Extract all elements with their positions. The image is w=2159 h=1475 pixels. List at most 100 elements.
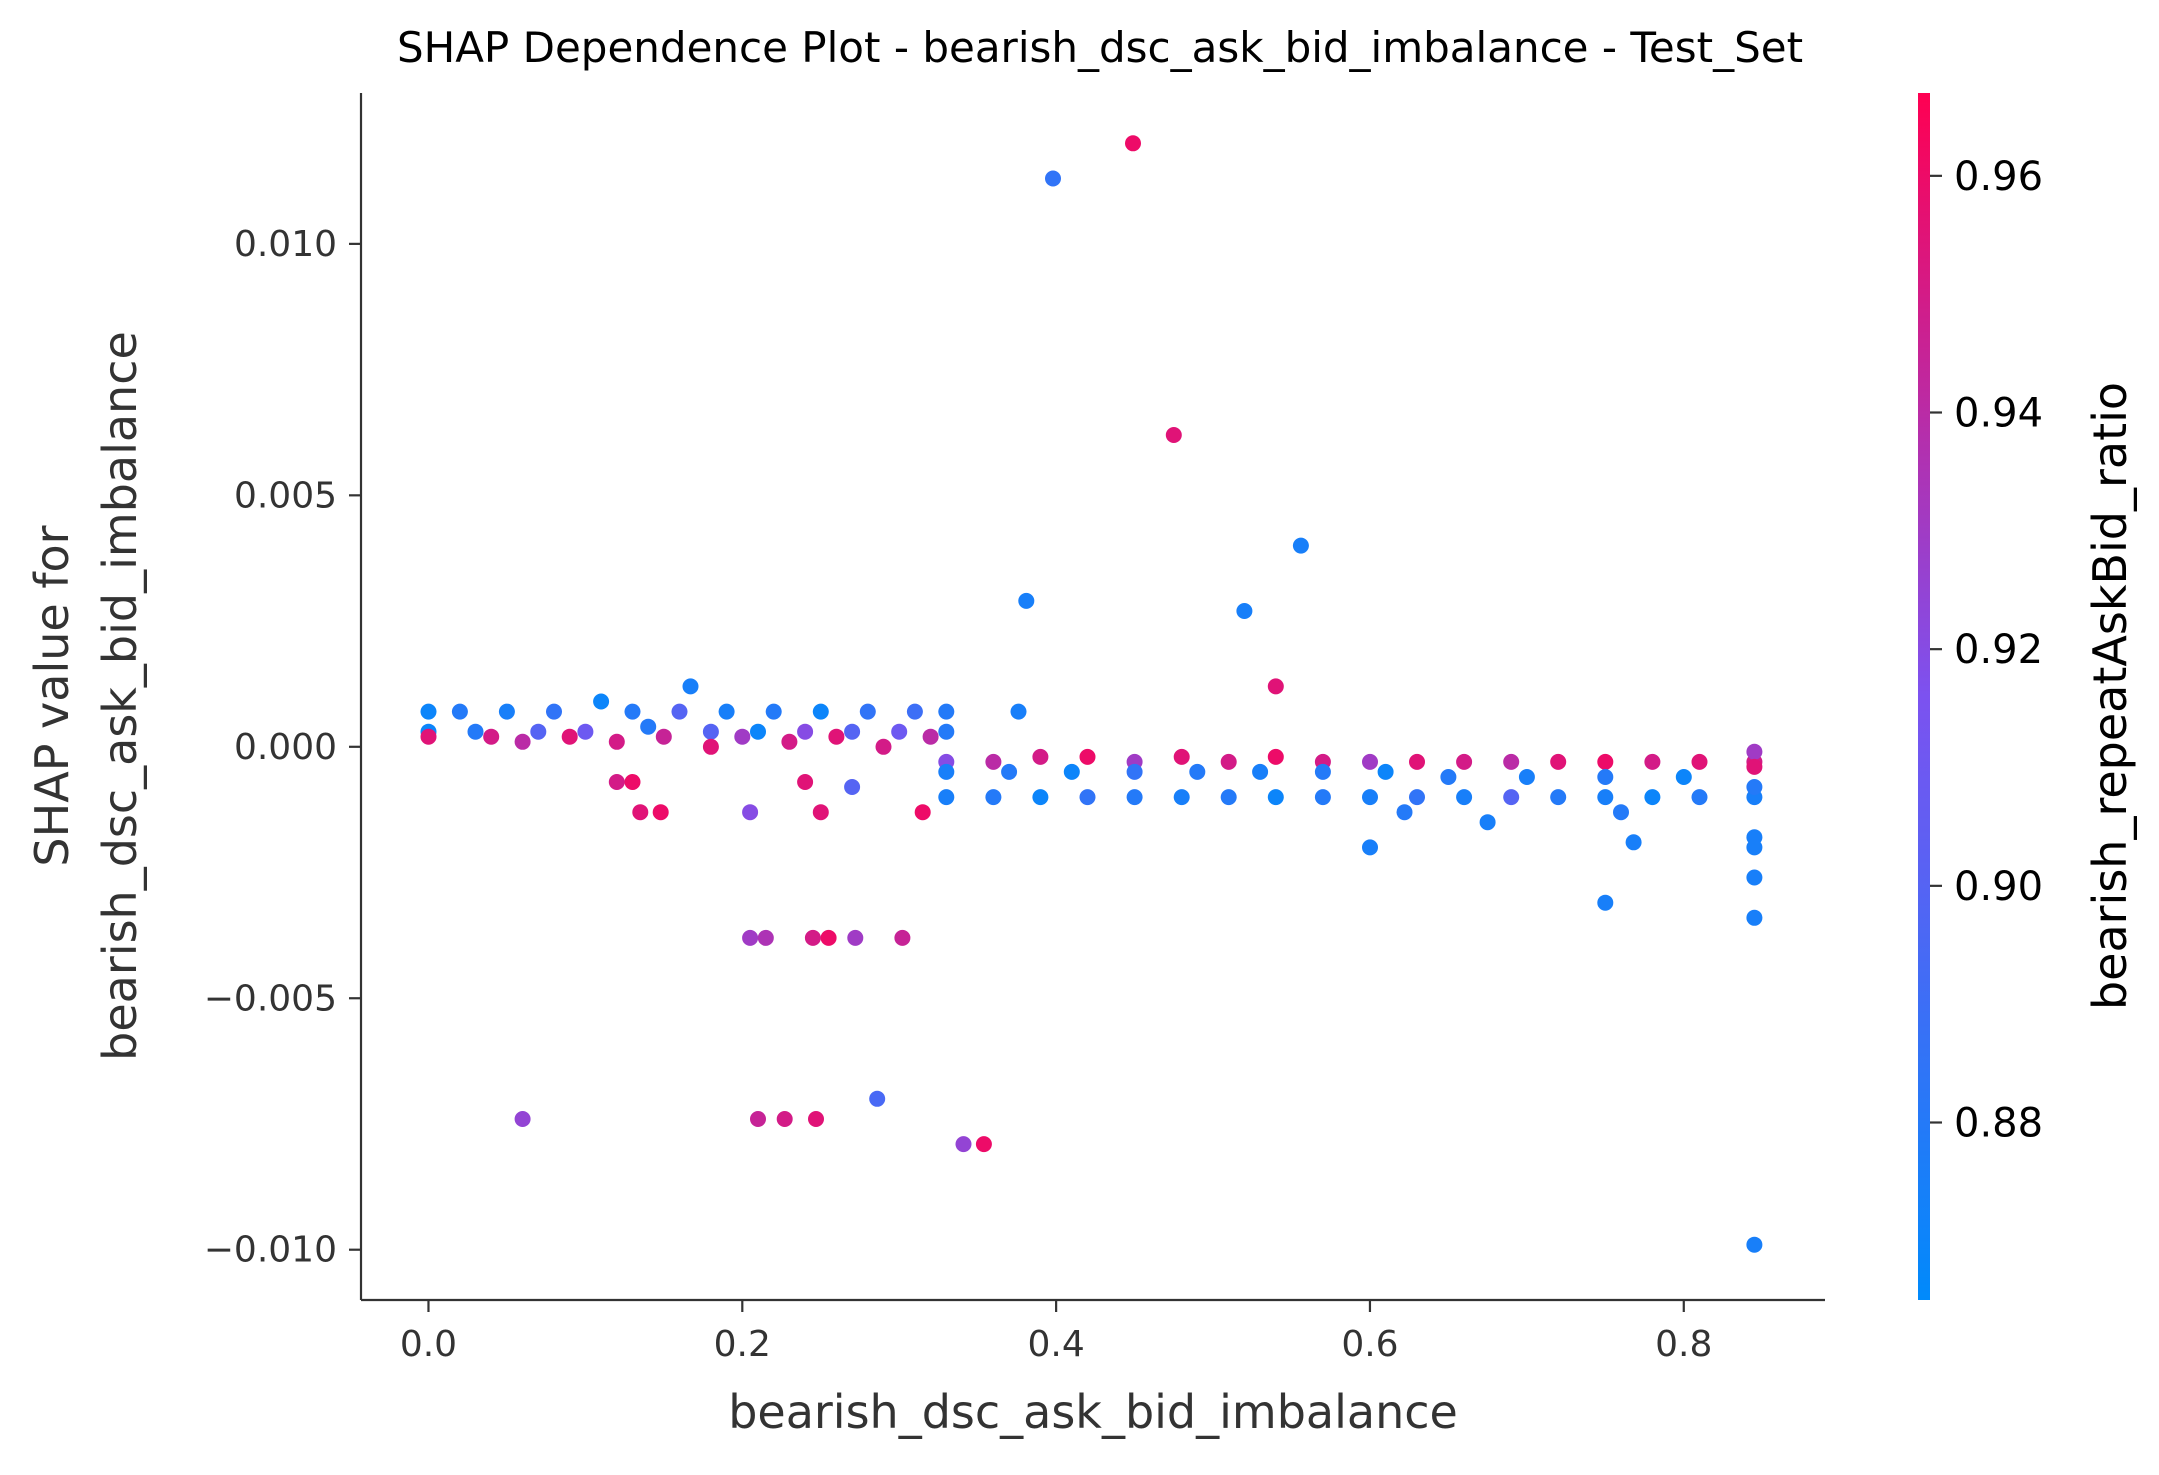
scatter-point bbox=[530, 723, 547, 740]
scatter-point bbox=[1550, 789, 1567, 806]
scatter-point bbox=[1518, 769, 1535, 785]
chart-title: SHAP Dependence Plot - bearish_dsc_ask_b… bbox=[397, 23, 1803, 72]
scatter-point bbox=[1409, 753, 1425, 770]
scatter-point bbox=[914, 804, 931, 821]
scatter-point bbox=[985, 753, 1002, 770]
scatter-point bbox=[750, 1111, 766, 1127]
scatter-point bbox=[682, 678, 699, 695]
y-axis-label-line1: SHAP value for bbox=[25, 525, 79, 866]
y-tick-label: 0.010 bbox=[234, 224, 337, 265]
scatter-point bbox=[1362, 789, 1378, 806]
scatter-point bbox=[1173, 789, 1190, 806]
scatter-point bbox=[797, 774, 814, 790]
scatter-point bbox=[1079, 748, 1096, 765]
scatter-point bbox=[985, 789, 1002, 806]
scatter-point bbox=[847, 929, 864, 946]
colorbar bbox=[1918, 93, 1930, 1300]
scatter-point bbox=[1045, 170, 1061, 187]
scatter-point bbox=[624, 774, 641, 790]
scatter-point bbox=[1362, 753, 1378, 770]
scatter-point bbox=[765, 703, 782, 720]
x-tick-label: 0.2 bbox=[714, 1324, 771, 1365]
scatter-point bbox=[1032, 789, 1049, 806]
scatter-point bbox=[483, 728, 500, 745]
scatter-point bbox=[938, 763, 955, 780]
scatter-point bbox=[1597, 789, 1614, 806]
scatter-point bbox=[420, 703, 437, 720]
scatter-point bbox=[1746, 869, 1763, 886]
scatter-point bbox=[742, 929, 759, 946]
scatter-point bbox=[1267, 678, 1284, 695]
x-tick-label: 0.0 bbox=[400, 1324, 457, 1365]
scatter-point bbox=[1314, 763, 1331, 780]
scatter-point bbox=[1189, 763, 1206, 780]
scatter-point bbox=[820, 929, 837, 946]
scatter-point bbox=[734, 728, 751, 745]
scatter-point bbox=[514, 1111, 531, 1127]
scatter-point bbox=[1267, 789, 1284, 806]
scatter-point bbox=[1675, 769, 1692, 785]
scatter-point bbox=[776, 1111, 793, 1127]
scatter-point bbox=[1440, 769, 1457, 785]
scatter-point bbox=[1173, 748, 1190, 765]
scatter-point bbox=[1396, 804, 1413, 821]
scatter-point bbox=[718, 703, 735, 720]
scatter-point bbox=[1032, 748, 1049, 765]
y-tick-label: −0.010 bbox=[204, 1230, 337, 1271]
scatter-point bbox=[1409, 789, 1425, 806]
scatter-point bbox=[797, 723, 814, 740]
scatter-point bbox=[640, 718, 657, 735]
scatter-point bbox=[808, 1111, 824, 1127]
scatter-point bbox=[1456, 753, 1473, 770]
colorbar-tick-label: 0.96 bbox=[1954, 154, 2043, 200]
scatter-point bbox=[546, 703, 562, 720]
scatter-point bbox=[1377, 763, 1394, 780]
colorbar-tick-label: 0.88 bbox=[1954, 1101, 2043, 1147]
scatter-points bbox=[420, 135, 1763, 1253]
x-axis-label: bearish_dsc_ask_bid_imbalance bbox=[728, 1385, 1458, 1439]
scatter-point bbox=[624, 703, 641, 720]
scatter-point bbox=[652, 804, 669, 821]
scatter-point bbox=[632, 804, 649, 821]
x-tick-label: 0.6 bbox=[1341, 1324, 1398, 1365]
scatter-point bbox=[812, 703, 829, 720]
colorbar-ticks: 0.96 0.94 0.92 0.90 0.88 bbox=[1930, 154, 2043, 1147]
scatter-point bbox=[1550, 753, 1567, 770]
scatter-point bbox=[1018, 592, 1035, 609]
scatter-point bbox=[938, 789, 955, 806]
scatter-point bbox=[938, 723, 955, 740]
scatter-point bbox=[1625, 834, 1642, 851]
scatter-point bbox=[577, 723, 594, 740]
scatter-point bbox=[875, 738, 892, 755]
scatter-point bbox=[869, 1090, 886, 1107]
scatter-point bbox=[955, 1136, 972, 1153]
y-tick-label: −0.005 bbox=[204, 978, 337, 1019]
scatter-point bbox=[561, 728, 578, 745]
scatter-point bbox=[608, 774, 625, 790]
scatter-point bbox=[1746, 1236, 1763, 1253]
scatter-point bbox=[891, 723, 908, 740]
scatter-point bbox=[655, 728, 672, 745]
scatter-point bbox=[1613, 804, 1629, 821]
scatter-point bbox=[906, 703, 923, 720]
scatter-point bbox=[1503, 789, 1520, 806]
scatter-point bbox=[467, 723, 484, 740]
colorbar-tick-label: 0.90 bbox=[1954, 864, 2043, 910]
scatter-point bbox=[859, 703, 876, 720]
scatter-point bbox=[1746, 758, 1763, 775]
scatter-point bbox=[750, 723, 766, 740]
scatter-point bbox=[922, 728, 939, 745]
scatter-point bbox=[894, 929, 911, 946]
scatter-point bbox=[593, 693, 610, 710]
scatter-point bbox=[1079, 789, 1096, 806]
scatter-point bbox=[1236, 603, 1253, 619]
scatter-point bbox=[844, 779, 861, 795]
x-tick-label: 0.4 bbox=[1027, 1324, 1084, 1365]
scatter-point bbox=[1314, 789, 1331, 806]
y-tick-label: 0.000 bbox=[234, 727, 337, 768]
colorbar-label: bearish_repeatAskBid_ratio bbox=[2083, 382, 2137, 1010]
scatter-point bbox=[1746, 779, 1763, 795]
scatter-point bbox=[1063, 763, 1080, 780]
scatter-point bbox=[671, 703, 688, 720]
